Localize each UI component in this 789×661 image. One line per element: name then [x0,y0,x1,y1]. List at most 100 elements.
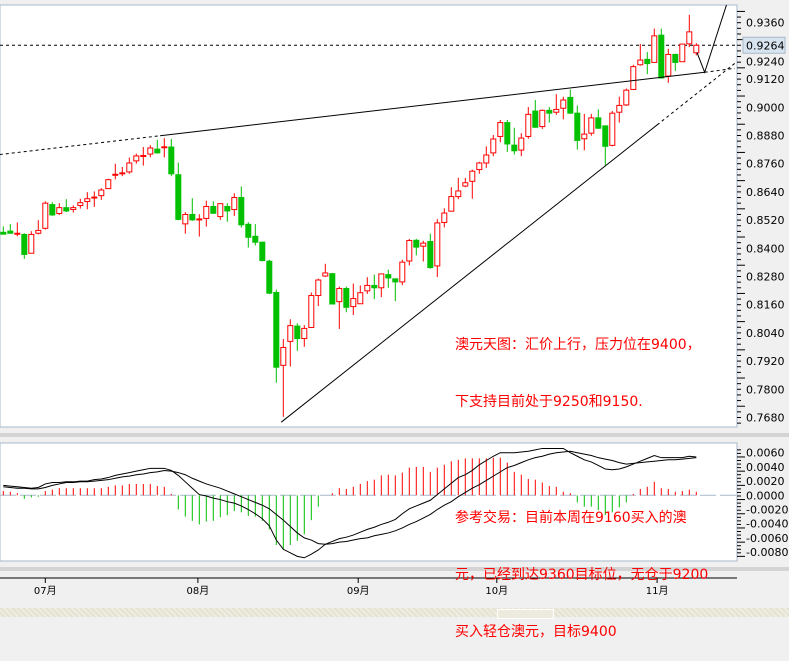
analysis-annotation: 澳元天图：汇价上行，压力位在9400， 下支持目前处于9250和9150. 参考… [455,298,708,661]
candle [42,201,49,230]
candle [574,105,581,150]
candle-body [182,213,189,225]
candle [259,241,266,262]
candle [602,125,609,167]
candle-body [574,112,581,141]
candle-body [147,147,154,155]
candle-body [357,292,364,305]
candle [434,219,441,277]
candle [560,96,567,120]
candle-body [21,233,28,255]
candle [217,203,224,220]
candle [364,277,371,294]
trendline [280,124,658,423]
candle-body [392,278,399,283]
candle-body [35,229,42,234]
candle-body [287,325,294,342]
candle-body [189,213,196,221]
candle [637,43,644,66]
horizontal-scrollbar[interactable] [0,608,789,617]
panel-divider[interactable] [0,567,789,571]
candle-body [126,162,133,173]
candle-body [63,207,70,212]
candle [56,203,63,215]
candle-body [266,260,273,294]
candle [70,205,77,213]
candle [35,220,42,235]
price-panel[interactable] [0,4,738,428]
candle [49,202,56,216]
candle-body [161,146,168,149]
candle-body [294,325,301,340]
current-price-label: 0.9264 [746,39,785,52]
price-tick-label: 0.8280 [746,271,785,284]
candle [336,286,343,329]
candle-body [399,261,406,283]
candle [287,319,294,367]
candle [91,191,98,207]
annotation-line: 元，已经到达9360目标位，无仓于9200 [455,567,709,583]
indicator-tick-label: 0.0000 [746,489,785,502]
candle-body [210,205,217,214]
candle-body [420,242,427,247]
candle-body [455,190,462,198]
candle [469,169,476,199]
candle [420,240,427,262]
candle-body [483,154,490,164]
annotation-line: 参考交易：目前本周在9160买入的澳 [455,510,687,526]
panel-divider[interactable] [0,433,789,437]
candle-body [196,218,203,221]
candle-body [0,231,7,235]
candle-body [637,59,644,66]
candle [315,278,322,307]
candle [210,201,217,214]
candle [154,139,161,154]
candle-body [602,125,609,147]
indicator-tick-label: 0.0040 [746,461,785,474]
month-label: 09月 [347,585,370,597]
candle-body [133,155,140,162]
candle [322,263,329,277]
indicator-panel[interactable] [0,442,738,562]
price-tick-label: 0.8160 [746,299,785,312]
candle [196,214,203,237]
candle [273,289,280,383]
chart-canvas[interactable]: 0.9360 0.9240 0.9120 0.9000 0.8880 0.8760 0.86… [0,0,789,617]
candle-body [329,273,336,305]
price-tick-label: 0.8760 [746,158,785,171]
trendline [0,135,161,156]
candle [644,52,651,75]
candle-body [273,291,280,368]
candle-body [168,146,175,175]
candle [539,109,546,129]
candle-body [518,137,525,151]
candle [161,138,168,158]
candle-body [28,233,35,254]
candle [224,203,231,222]
candle-body [140,154,147,157]
candle-body [462,182,469,187]
indicator-tick-label: -0.0060 [746,532,788,545]
scrollbar-thumb[interactable] [497,609,554,619]
candle [98,188,105,200]
candle [490,135,497,157]
candle [28,231,35,254]
candle-body [112,173,119,176]
candle [77,198,84,209]
candle [392,278,399,302]
candle [553,94,560,115]
price-tick-label: 0.8040 [746,327,785,340]
candle [231,193,238,216]
candle-body [532,110,539,128]
indicator-tick-label: -0.0080 [746,546,788,559]
candle [441,208,448,228]
candle [595,109,602,129]
candle-body [630,66,637,90]
candle [532,100,539,128]
price-tick-label: 0.9120 [746,73,785,86]
candle-body [49,204,56,216]
indicator-plot [0,447,737,559]
candle [147,145,154,158]
candle-body [665,53,672,77]
candle [112,163,119,180]
